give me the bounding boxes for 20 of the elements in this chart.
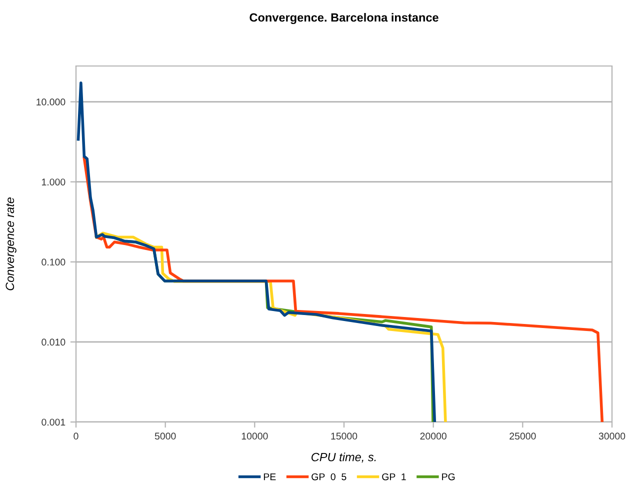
y-tick-label: 0.010 — [42, 338, 66, 346]
legend-label: GP 0 5 — [312, 473, 346, 480]
x-tick-label: 0 — [74, 432, 78, 440]
chart-title: Convergence. Barcelona instance — [250, 13, 438, 24]
x-tick-label: 25000 — [510, 432, 536, 440]
x-tick-label: 15000 — [331, 432, 358, 440]
x-tick-label: 5000 — [154, 432, 176, 440]
y-tick-label: 10.000 — [36, 98, 66, 106]
y-axis-title: Convergence rate — [6, 198, 16, 290]
legend-label: PE — [264, 473, 276, 480]
line-series — [76, 82, 436, 422]
legend-label: GP 1 — [382, 473, 406, 480]
y-tick-label: 0.100 — [42, 258, 66, 266]
y-tick-label: 0.001 — [42, 418, 66, 426]
x-tick-label: 20000 — [420, 432, 446, 440]
y-tick-label: 1.000 — [42, 178, 66, 186]
x-axis-title: CPU time, s. — [312, 452, 376, 463]
x-tick-label: 30000 — [598, 432, 626, 440]
legend-label: PG — [442, 473, 455, 480]
x-tick-label: 10000 — [242, 432, 268, 440]
